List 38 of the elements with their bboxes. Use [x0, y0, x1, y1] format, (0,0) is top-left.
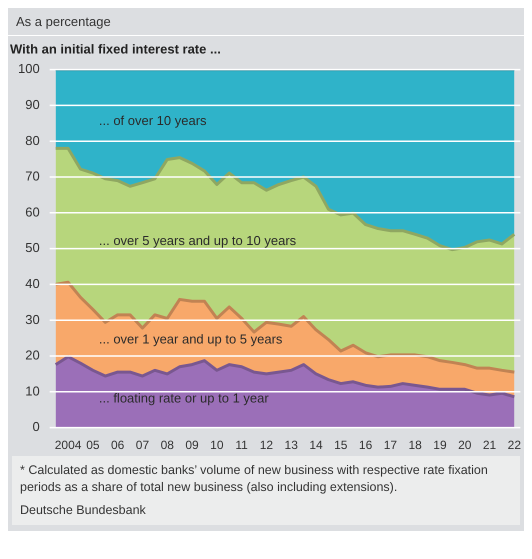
y-tick-label: 70	[25, 168, 40, 184]
chart-title: With an initial fixed interest rate ...	[10, 41, 221, 56]
x-tick-label: 18	[408, 438, 422, 452]
x-tick-label: 05	[86, 438, 100, 452]
x-tick-label: 14	[309, 438, 323, 452]
y-tick-label: 30	[25, 312, 40, 327]
x-tick-label: 06	[110, 438, 125, 452]
y-tick-label: 100	[18, 61, 40, 76]
x-tick-label: 20	[458, 438, 472, 452]
y-tick-label: 0	[32, 419, 40, 434]
x-tick-label: 17	[384, 438, 398, 452]
x-tick-label: 07	[136, 438, 150, 452]
x-tick-label: 10	[210, 438, 224, 452]
x-tick-label: 19	[433, 438, 447, 452]
x-tick-label: 12	[260, 438, 274, 452]
text: Deutsche Bundesbank	[20, 502, 147, 519]
y-tick-label: 40	[25, 276, 40, 291]
y-tick-label: 60	[25, 204, 40, 220]
text: * Calculated as domestic banks’ volume of new business with respective rate fixation periods as a share of total new business (also including extensions).	[20, 462, 489, 496]
x-tick-label: 11	[235, 438, 248, 452]
y-tick-label: 20	[25, 348, 40, 363]
series-label: ... of over 10 years	[98, 112, 208, 128]
x-tick-label: 08	[160, 438, 174, 452]
y-tick-label: 90	[25, 96, 40, 112]
y-tick-label: 80	[25, 132, 40, 148]
x-tick-label: 21	[482, 438, 497, 452]
x-tick-label: 13	[284, 438, 298, 452]
y-tick-label: 10	[25, 383, 40, 398]
x-tick-label: 16	[358, 438, 373, 452]
series-label: ... floating rate or up to 1 year	[98, 390, 270, 406]
x-tick-label: 09	[185, 438, 200, 452]
x-tick-label: 2004	[54, 438, 82, 452]
x-tick-label: 15	[334, 438, 348, 452]
series-label: ... over 5 years and up to 10 years	[98, 232, 297, 248]
series-label: ... over 1 year and up to 5 years	[98, 331, 283, 346]
x-tick-label: 22	[508, 438, 522, 452]
y-axis-title: As a percentage	[8, 8, 524, 36]
y-tick-label: 50	[25, 240, 40, 256]
